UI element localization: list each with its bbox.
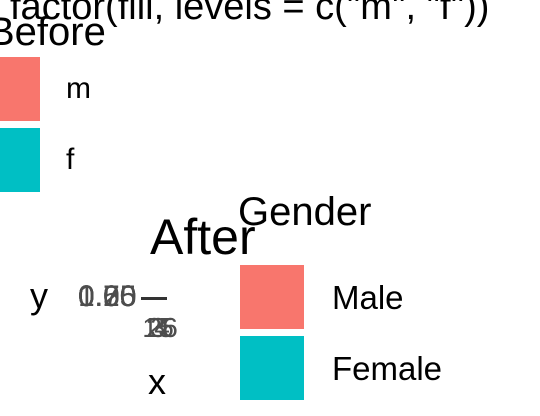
legend-top-label-f: f	[66, 143, 75, 176]
x-axis-label: x	[148, 361, 166, 402]
y-axis-label: y	[30, 275, 48, 316]
chart-title: After	[150, 209, 256, 265]
fill-expression-label: factor(fill, levels = c("m", "f"))	[10, 0, 490, 28]
legend-top-key-f	[0, 128, 40, 192]
legend-key-male	[240, 265, 304, 329]
x-tick-label: 3	[150, 312, 166, 343]
x-tick-label: 6	[162, 312, 178, 343]
legend-key-female	[240, 336, 304, 400]
x-tick-label: 4	[154, 312, 170, 343]
y-tick-label: 0.00	[78, 280, 137, 313]
before-title: Before	[0, 10, 106, 54]
x-tick-label: 2	[146, 312, 162, 343]
y-tick-label: 0.50	[78, 280, 137, 313]
legend-top-key-m	[0, 57, 40, 121]
legend-top-label-m: m	[66, 72, 91, 105]
x-tick-label: 5	[158, 312, 174, 343]
y-tick-label: 1.00	[78, 280, 137, 313]
legend-label-female: Female	[332, 350, 443, 387]
legend-title: Gender	[238, 190, 372, 234]
y-tick-mark	[141, 297, 167, 300]
y-tick-label: 0.25	[78, 280, 137, 313]
legend-label-male: Male	[332, 279, 404, 316]
x-tick-label: 1	[142, 312, 158, 343]
y-tick-label: 0.75	[78, 280, 137, 313]
